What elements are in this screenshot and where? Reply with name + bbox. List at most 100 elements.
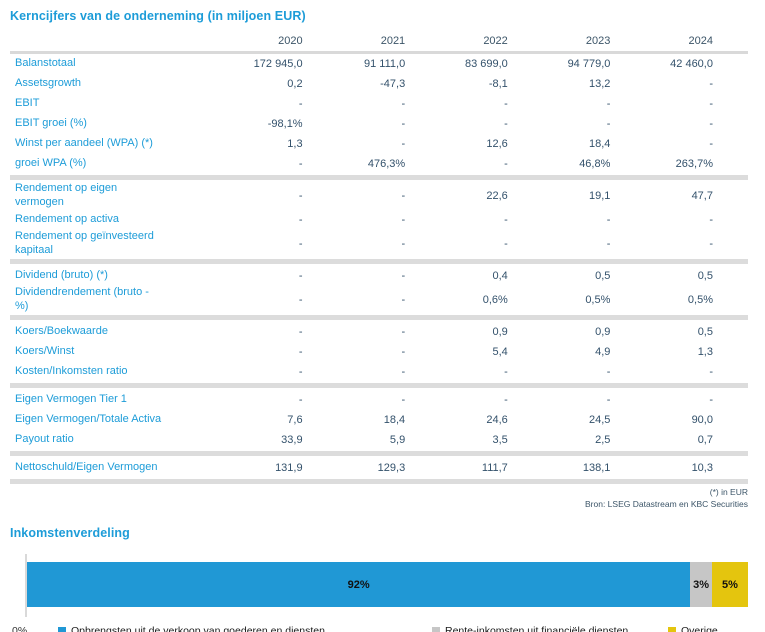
year-column-header: 2023 — [585, 35, 611, 47]
table-row: Rendement op eigen vermogen - - 22,6 19,1 47,… — [10, 182, 748, 210]
cell-value: 138,1 — [582, 461, 611, 474]
table-row: Rendement op activa - - - - - — [10, 210, 748, 230]
cell-value: - — [401, 393, 406, 406]
cell-value: - — [504, 97, 508, 110]
legend-swatch — [432, 627, 440, 632]
section-separator — [10, 479, 748, 484]
row-label: Rendement op activa — [15, 212, 119, 225]
table-row: Kosten/Inkomsten ratio - - - - - — [10, 362, 748, 382]
cell-value: - — [298, 157, 303, 170]
cell-value: 4,9 — [595, 345, 611, 358]
section-separator — [10, 259, 748, 264]
cell-value: - — [401, 189, 406, 202]
cell-value: - — [606, 213, 611, 226]
cell-value: - — [709, 237, 713, 250]
cell-value: - — [401, 325, 406, 338]
table-row: Eigen Vermogen/Totale Activa 7,6 18,4 24,6 2… — [10, 410, 748, 430]
row-label: Balanstotaal — [15, 56, 76, 69]
cell-value: - — [298, 365, 303, 378]
cell-value: 0,5 — [697, 325, 713, 338]
cell-value: - — [298, 237, 303, 250]
year-header-row: 2020 2021 2022 2023 2024 — [10, 27, 748, 51]
cell-value: 0,4 — [492, 269, 508, 282]
row-label: Dividend (bruto) (*) — [15, 268, 108, 281]
cell-value: 129,3 — [377, 461, 406, 474]
cell-value: 0,2 — [287, 77, 303, 90]
cell-value: 13,2 — [588, 77, 611, 90]
row-label: Rendement op geïnvesteerd kapitaal — [15, 230, 154, 256]
chart-legend: 0% Opbrengsten uit de verkoop van goeder… — [0, 624, 765, 632]
row-label: Dividendrendement (bruto - %) — [15, 286, 149, 312]
cell-value: 90,0 — [691, 413, 713, 426]
table-row: Assetsgrowth 0,2 -47,3 -8,1 13,2 - — [10, 74, 748, 94]
cell-value: -47,3 — [380, 77, 406, 90]
cell-value: - — [504, 365, 508, 378]
section-separator — [10, 451, 748, 456]
cell-value: - — [298, 345, 303, 358]
cell-value: 46,8% — [579, 157, 611, 170]
row-label: Koers/Winst — [15, 344, 75, 357]
cell-value: - — [709, 97, 713, 110]
row-label: Kosten/Inkomsten ratio — [15, 364, 128, 377]
bar-segment: 5% — [711, 562, 748, 607]
cell-value: 5,4 — [492, 345, 508, 358]
row-label: Eigen Vermogen Tier 1 — [15, 392, 127, 405]
cell-value: - — [298, 213, 303, 226]
x-axis-zero-label: 0% — [12, 625, 28, 632]
cell-value: 0,9 — [492, 325, 508, 338]
year-column-header: 2021 — [380, 35, 406, 47]
cell-value: 12,6 — [486, 137, 508, 150]
income-chart-title: Inkomstenverdeling — [10, 526, 130, 540]
table-row: Koers/Boekwaarde - - 0,9 0,9 0,5 — [10, 322, 748, 342]
cell-value: - — [709, 77, 713, 90]
cell-value: 0,5 — [697, 269, 713, 282]
cell-value: - — [298, 325, 303, 338]
cell-value: - — [606, 97, 611, 110]
cell-value: 0,5% — [687, 293, 713, 306]
table-row: EBIT - - - - - — [10, 94, 748, 114]
cell-value: 172 945,0 — [253, 57, 303, 70]
cell-value: - — [606, 365, 611, 378]
row-label: Rendement op eigen vermogen — [15, 182, 118, 208]
footnote-asterisk: (*) in EUR — [709, 487, 748, 497]
row-label: EBIT — [15, 96, 40, 109]
cell-value: 47,7 — [691, 189, 713, 202]
cell-value: 94 779,0 — [567, 57, 611, 70]
row-label: Payout ratio — [15, 432, 74, 445]
cell-value: - — [504, 157, 508, 170]
cell-value: - — [298, 97, 303, 110]
footnote-source: Bron: LSEG Datastream en KBC Securities — [585, 498, 748, 509]
legend-item: Opbrengsten uit de verkoop van goederen … — [58, 625, 325, 632]
cell-value: 0,7 — [697, 433, 713, 446]
year-column-header: 2022 — [483, 35, 508, 47]
cell-value: 83 699,0 — [464, 57, 508, 70]
cell-value: 19,1 — [588, 189, 611, 202]
row-label: Assetsgrowth — [15, 76, 82, 89]
cell-value: 1,3 — [287, 137, 303, 150]
row-label: Winst per aandeel (WPA) (*) — [15, 136, 153, 149]
cell-value: - — [401, 137, 406, 150]
table-row: Koers/Winst - - 5,4 4,9 1,3 — [10, 342, 748, 362]
legend-swatch — [668, 627, 676, 632]
cell-value: - — [298, 293, 303, 306]
section-separator — [10, 175, 748, 180]
cell-value: - — [401, 117, 406, 130]
cell-value: 111,7 — [481, 461, 508, 474]
cell-value: - — [401, 97, 406, 110]
cell-value: - — [606, 393, 611, 406]
y-axis-line — [25, 554, 27, 617]
cell-value: 2,5 — [595, 433, 611, 446]
row-label: groei WPA (%) — [15, 156, 87, 169]
table-row: Nettoschuld/Eigen Vermogen 131,9 129,3 111,… — [10, 458, 748, 478]
cell-value: 18,4 — [383, 413, 406, 426]
cell-value: - — [401, 365, 406, 378]
table-row: Payout ratio 33,9 5,9 3,5 2,5 0,7 — [10, 430, 748, 450]
cell-value: 0,6% — [482, 293, 508, 306]
header-right-spacer — [713, 35, 748, 47]
cell-value: 24,6 — [486, 413, 508, 426]
table-row: EBIT groei (%) -98,1% - - - - — [10, 114, 748, 134]
section-separator — [10, 315, 748, 320]
table-row: Rendement op geïnvesteerd kapitaal - - - - - — [10, 230, 748, 258]
legend-swatch — [58, 627, 66, 632]
row-label: Nettoschuld/Eigen Vermogen — [15, 460, 158, 473]
